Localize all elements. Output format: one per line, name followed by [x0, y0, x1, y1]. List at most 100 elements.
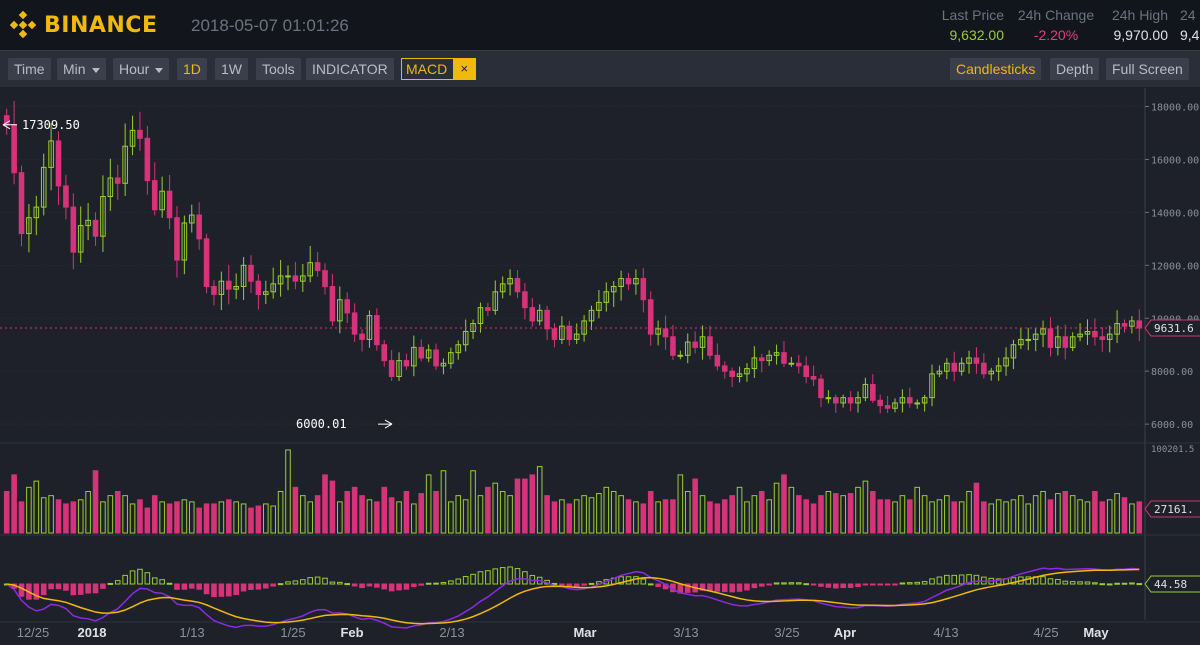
candle-down — [692, 341, 698, 348]
volume-bar-up — [1077, 499, 1083, 534]
volume-bar-down — [877, 499, 884, 534]
volume-bar-down — [70, 501, 77, 534]
volume-bar-down — [973, 482, 980, 534]
macd-indicator-tag[interactable]: MACD × — [401, 58, 477, 80]
candle-up — [1040, 328, 1046, 335]
macd-hist-down — [70, 583, 77, 596]
candle-up — [603, 291, 610, 303]
volume-bar-up — [1129, 503, 1135, 534]
volume-bar-up — [462, 499, 469, 534]
candle-down — [707, 336, 713, 356]
volume-max-label: 100201.5 — [1151, 445, 1194, 455]
volume-bar-down — [551, 501, 558, 534]
candle-up — [122, 145, 128, 184]
candle-up — [448, 352, 454, 364]
volume-bar-down — [11, 474, 17, 534]
tools-button[interactable]: Tools — [256, 58, 301, 80]
candle-up — [188, 214, 195, 224]
candle-up — [995, 365, 1002, 372]
volume-bar-down — [707, 501, 713, 534]
price-tick-label: 12000.00 — [1151, 261, 1199, 272]
binance-logo[interactable]: BINANCE — [8, 10, 157, 40]
candle-up — [766, 354, 772, 362]
macd-hist-down — [721, 583, 728, 593]
macd-hist-down — [40, 583, 47, 596]
volume-bar-down — [832, 493, 839, 534]
volume-bar-up — [958, 501, 965, 534]
volume-bar-up — [77, 499, 84, 534]
volume-bar-up — [470, 470, 476, 534]
max-price-label: 17309.50 — [22, 118, 80, 132]
x-tick-label: 2018 — [78, 625, 107, 640]
time-button[interactable]: Time — [8, 58, 51, 80]
volume-bar-down — [566, 503, 573, 534]
x-tick-label: 12/25 — [17, 625, 50, 640]
candle-down — [981, 362, 987, 375]
macd-hist-up — [159, 579, 165, 585]
volume-bar-down — [55, 499, 62, 534]
candle-up — [129, 129, 136, 147]
volume-bar-up — [1055, 493, 1061, 534]
macd-label: MACD — [406, 61, 448, 77]
volume-bar-up — [596, 493, 602, 534]
volume-bar-up — [233, 501, 239, 534]
interval-1w-button[interactable]: 1W — [215, 58, 248, 80]
macd-hist-down — [218, 583, 225, 597]
volume-bar-up — [1114, 493, 1120, 534]
volume-bar-up — [559, 499, 565, 534]
candle-up — [736, 373, 743, 377]
volume-bar-up — [1106, 499, 1113, 534]
candle-up — [337, 299, 343, 322]
candle-up — [462, 330, 469, 346]
depth-button[interactable]: Depth — [1050, 58, 1100, 80]
interval-1d-button[interactable]: 1D — [177, 58, 207, 80]
volume-bar-down — [144, 507, 151, 534]
candle-down — [314, 262, 321, 272]
volume-bar-down — [625, 499, 632, 534]
candle-down — [381, 344, 388, 362]
volume-bar-down — [166, 503, 173, 534]
volume-bar-down — [359, 495, 365, 534]
candle-down — [810, 375, 817, 380]
volume-bar-up — [270, 505, 276, 534]
macd-hist-down — [255, 583, 262, 590]
candle-down — [529, 307, 536, 322]
stat-24h-low: 24 9,4 — [1180, 7, 1200, 43]
macd-hist-down — [174, 583, 180, 590]
volume-bar-up — [684, 491, 691, 534]
macd-hist-down — [566, 583, 573, 587]
macd-hist-up — [640, 578, 647, 585]
macd-hist-up — [114, 580, 121, 585]
min-dropdown[interactable]: Min — [57, 58, 106, 80]
stat-value: 9,4 — [1180, 27, 1200, 43]
hour-dropdown[interactable]: Hour — [113, 58, 170, 80]
candle-up — [366, 315, 373, 340]
candle-up — [751, 357, 758, 370]
candle-down — [907, 397, 913, 404]
candle-up — [699, 336, 706, 348]
volume-bar-down — [981, 501, 987, 534]
macd-hist-up — [1062, 580, 1069, 585]
fullscreen-button[interactable]: Full Screen — [1106, 58, 1189, 80]
candle-up — [181, 222, 188, 261]
macd-hist-up — [795, 582, 802, 585]
indicator-button[interactable]: INDICATOR — [306, 58, 394, 80]
volume-bar-down — [322, 474, 328, 534]
macd-hist-down — [188, 583, 195, 589]
close-icon[interactable]: × — [453, 59, 476, 79]
volume-bar-up — [899, 495, 906, 534]
volume-bar-up — [492, 482, 499, 534]
macd-hist-down — [862, 583, 869, 586]
volume-bar-up — [751, 495, 758, 534]
macd-hist-down — [766, 583, 772, 586]
macd-hist-down — [832, 583, 839, 589]
candlesticks-button[interactable]: Candlesticks — [950, 58, 1042, 80]
candle-down — [351, 312, 358, 335]
macd-hist-down — [736, 583, 743, 592]
macd-hist-down — [877, 583, 884, 586]
macd-hist-down — [92, 583, 99, 594]
candle-up — [277, 275, 284, 285]
candle-up — [440, 362, 447, 367]
macd-hist-up — [958, 574, 965, 585]
